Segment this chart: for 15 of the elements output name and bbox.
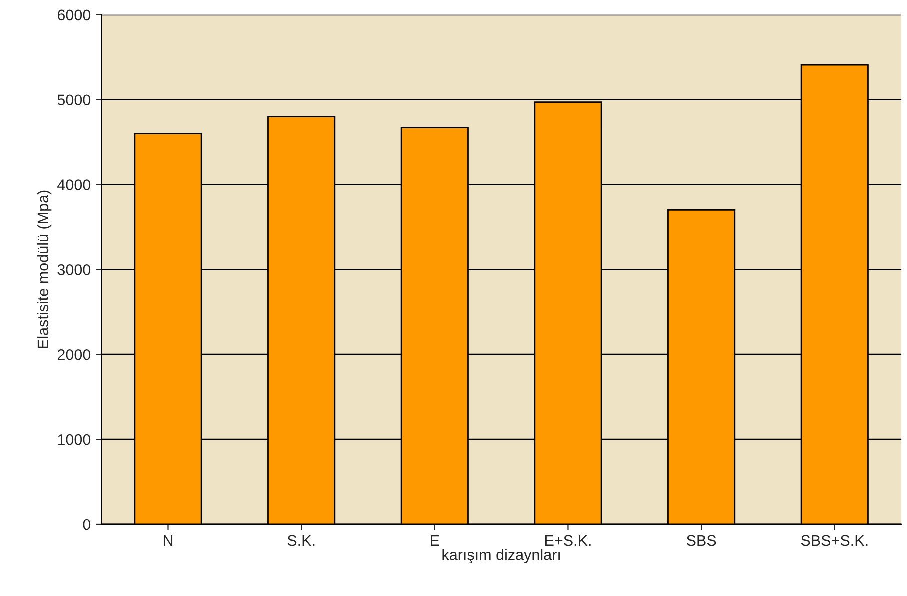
x-tick-label: N [164, 535, 173, 546]
y-tick-label: 1000 [58, 434, 91, 446]
x-axis-title: karışım dizaynları [442, 549, 560, 564]
x-tick-label: S.K. [288, 535, 315, 546]
y-tick-label: 5000 [58, 94, 91, 106]
x-tick-label: E+S.K. [545, 535, 591, 546]
y-tick-label: 2000 [58, 349, 91, 360]
x-tick-label: SBS+S.K. [801, 535, 868, 546]
y-tick-label: 6000 [58, 10, 91, 21]
x-tick-label: SBS [686, 535, 716, 546]
y-axis-title: Elastisite modülü (Mpa) [37, 190, 52, 348]
x-tick-label: E [431, 535, 440, 546]
y-tick-label: 0 [83, 519, 91, 530]
y-tick-label: 4000 [58, 180, 91, 190]
y-tick-label: 3000 [58, 264, 91, 276]
